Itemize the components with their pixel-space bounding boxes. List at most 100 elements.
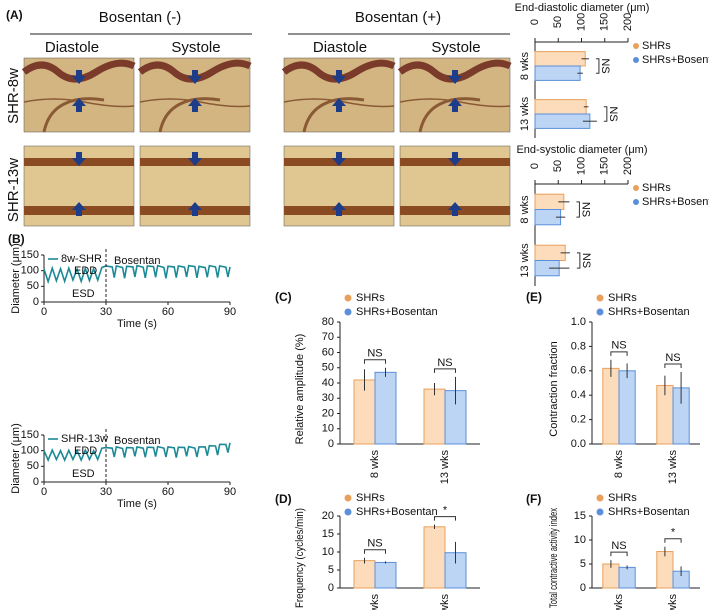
y-tick-label: 50	[27, 460, 39, 472]
line	[43, 264, 231, 285]
y-tick-label: 0	[33, 296, 39, 308]
y-tick-label: 8 wks	[519, 195, 531, 224]
y-axis-label: Relative amplitude (%)	[294, 334, 306, 445]
y-tick-label: 0	[580, 582, 586, 594]
y-tick-label: 10	[574, 534, 586, 546]
bar	[423, 526, 446, 589]
annotation: ESD	[72, 468, 95, 480]
x-tick-label: 30	[100, 486, 112, 498]
panel-label: (E)	[526, 290, 542, 304]
bracket	[664, 363, 682, 369]
arrow	[332, 202, 346, 216]
bar	[534, 65, 581, 81]
legend-label: SHRs	[642, 40, 671, 52]
y-tick-label: 0	[33, 476, 39, 488]
bar	[602, 367, 620, 445]
annotation: NS	[367, 538, 382, 550]
y-tick-label: 150	[21, 429, 39, 441]
arrow	[72, 202, 86, 216]
vessel-wall	[399, 98, 511, 108]
annotation: ESD	[72, 288, 95, 300]
y-tick-label: 13 wks	[519, 96, 531, 131]
phase-label: Systole	[431, 39, 480, 56]
y-tick-label: 100	[21, 445, 39, 457]
arrow	[72, 98, 86, 112]
micrograph	[283, 57, 395, 133]
annotation: NS	[580, 253, 592, 268]
y-tick-label: 20	[322, 510, 334, 522]
legend-label: SHR-13w	[61, 433, 108, 445]
y-tick-label: 0.6	[571, 365, 586, 377]
phase-label: Diastole	[45, 39, 99, 56]
legend-marker	[596, 294, 604, 302]
panel-label: (D)	[275, 492, 292, 506]
x-tick-label: 50	[552, 160, 564, 172]
legend-label: SHRs+Bosentan	[608, 306, 690, 318]
arrow	[188, 70, 202, 84]
bar	[374, 561, 397, 589]
bar	[534, 99, 587, 115]
group-header: Bosentan (+)	[355, 9, 441, 26]
arrow	[448, 70, 462, 84]
y-tick-label: 0	[328, 438, 334, 450]
x-tick-label: 8 wks	[369, 450, 381, 479]
legend-label: 8w-SHR	[61, 253, 102, 265]
x-tick-label: 150	[599, 13, 611, 31]
bar	[534, 113, 591, 129]
legend-marker	[596, 494, 604, 502]
legend-label: SHRs	[608, 292, 637, 304]
chart-title: End-diastolic diameter (μm)	[515, 2, 650, 14]
x-tick-label: 60	[162, 486, 174, 498]
x-tick-label: 13 wks	[439, 594, 451, 610]
x-tick-label: 90	[224, 486, 236, 498]
annotation: NS	[665, 352, 680, 364]
annotation: NS	[611, 340, 626, 352]
bracket	[364, 359, 386, 364]
y-tick-label: 0	[328, 582, 334, 594]
legend-marker	[596, 508, 604, 516]
vessel-wall	[302, 97, 365, 133]
x-tick-label: 100	[575, 157, 587, 175]
arrow	[332, 98, 346, 112]
x-tick-label: 13 wks	[439, 450, 451, 485]
arrow	[448, 98, 462, 112]
bar	[353, 560, 376, 589]
y-tick-label: 50	[322, 362, 334, 374]
legend-marker	[633, 185, 639, 191]
legend-label: SHRs+Bosentan	[356, 506, 438, 518]
legend-marker	[344, 494, 352, 502]
bracket	[576, 201, 580, 218]
legend-label: SHRs+Bosentan	[608, 506, 690, 518]
arrow	[72, 70, 86, 84]
bracket	[434, 516, 456, 521]
legend-marker	[633, 43, 639, 49]
bar	[618, 370, 636, 445]
x-tick-label: 0	[41, 306, 47, 318]
bar	[423, 388, 446, 445]
arrow	[448, 152, 462, 166]
bracket	[595, 58, 600, 74]
row-label: SHR-13w	[5, 158, 22, 222]
panel-label: (C)	[275, 290, 292, 304]
y-tick-label: 60	[322, 346, 334, 358]
annotation: *	[671, 527, 676, 539]
y-axis-label: Total contractive activity index	[548, 508, 560, 608]
x-tick-label: 50	[552, 16, 564, 28]
bracket	[610, 551, 628, 557]
y-tick-label: 80	[322, 316, 334, 328]
bracket	[434, 368, 456, 373]
chart-title: End-systolic diameter (μm)	[516, 144, 647, 156]
y-tick-label: 15	[322, 528, 334, 540]
arrow	[188, 152, 202, 166]
line	[43, 442, 231, 463]
y-tick-label: 0.2	[571, 414, 586, 426]
legend-marker	[633, 199, 639, 205]
x-tick-label: 90	[224, 306, 236, 318]
y-tick-label: 5	[328, 564, 334, 576]
row-label: SHR-8w	[5, 68, 22, 124]
arrow	[448, 202, 462, 216]
x-tick-label: 13 wks	[667, 450, 679, 485]
arrow	[332, 152, 346, 166]
x-tick-label: 8 wks	[613, 450, 625, 479]
